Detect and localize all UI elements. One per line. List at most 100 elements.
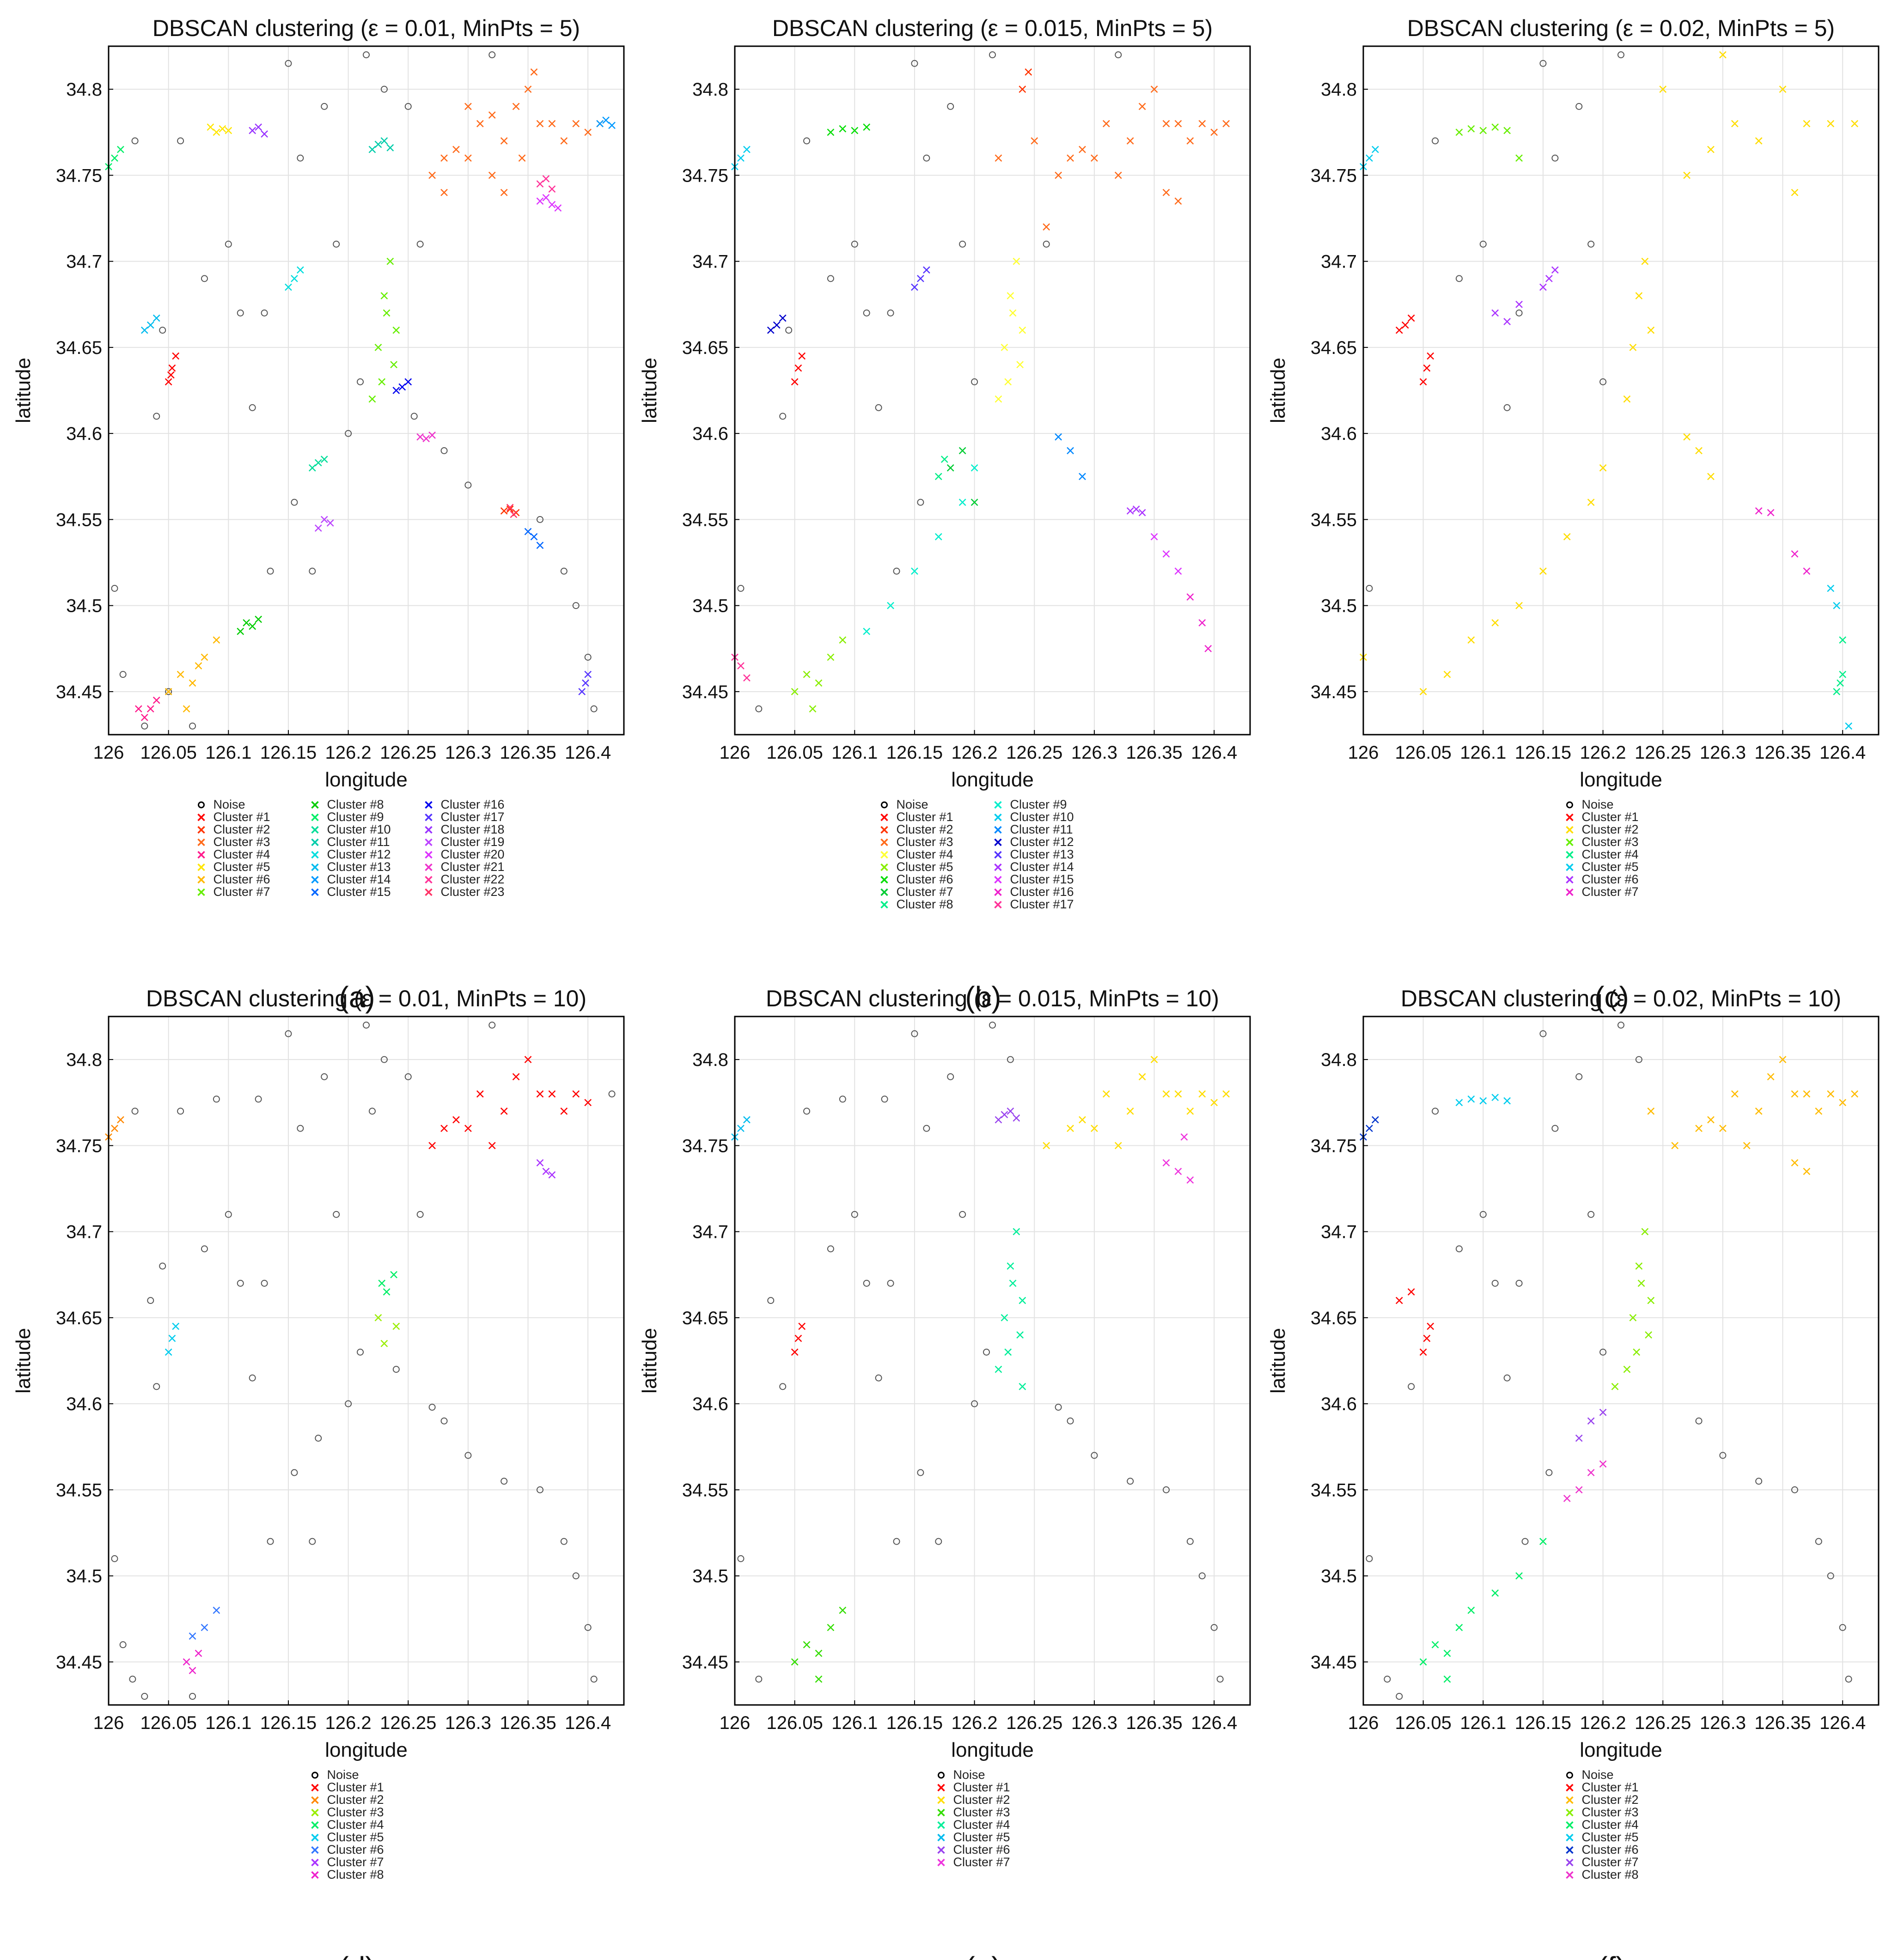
cluster-point <box>1174 1168 1182 1175</box>
noise-point <box>1455 275 1463 282</box>
cluster-point <box>1126 137 1134 145</box>
legend-noise-icon <box>1566 1771 1573 1779</box>
cluster-point <box>1455 1099 1463 1107</box>
chart-panel-4: DBSCAN clustering (ε = 0.01, MinPts = 10… <box>12 986 625 1960</box>
y-tick-label: 34.5 <box>1321 1566 1357 1587</box>
cluster-point <box>1491 1589 1499 1597</box>
cluster-point <box>536 197 544 205</box>
noise-point <box>297 1125 304 1132</box>
cluster-point <box>380 1339 388 1347</box>
noise-point <box>1551 154 1559 162</box>
legend-cluster-icon <box>880 888 888 896</box>
legend-cluster-icon <box>937 1833 945 1842</box>
cluster-point <box>500 1107 508 1115</box>
cluster-point <box>995 1365 1002 1373</box>
cluster-point <box>111 1125 118 1132</box>
legend-cluster-icon <box>937 1808 945 1817</box>
legend-cluster-icon <box>994 888 1002 896</box>
noise-point <box>1791 1486 1798 1493</box>
noise-point <box>923 1125 930 1132</box>
cluster-point <box>1001 1111 1008 1119</box>
noise-point <box>803 137 811 145</box>
cluster-point <box>1599 1408 1607 1416</box>
x-tick-label: 126.05 <box>766 743 823 763</box>
cluster-point <box>464 1125 472 1132</box>
cluster-point <box>1204 645 1212 652</box>
cluster-point <box>809 705 817 713</box>
cluster-point <box>440 189 448 196</box>
cluster-point <box>314 459 322 467</box>
legend-label: Cluster #7 <box>1582 1855 1639 1869</box>
x-tick-label: 126.25 <box>1006 1713 1062 1733</box>
noise-point <box>1091 1452 1098 1459</box>
chart-title: DBSCAN clustering (ε = 0.02, MinPts = 10… <box>1401 986 1841 1011</box>
cluster-point <box>195 662 202 670</box>
noise-point <box>1539 60 1547 67</box>
legend-label: Cluster #20 <box>441 847 505 861</box>
cluster-point <box>1198 619 1206 627</box>
y-tick-label: 34.55 <box>56 510 102 530</box>
x-tick-label: 126.2 <box>325 1713 372 1733</box>
cluster-point <box>165 378 172 386</box>
legend-cluster-icon <box>994 838 1002 846</box>
legend-label: Noise <box>953 1768 985 1782</box>
noise-point <box>827 275 834 282</box>
cluster-point <box>1545 274 1553 282</box>
noise-point <box>851 1211 858 1218</box>
cluster-point <box>803 1641 811 1649</box>
cluster-point <box>440 1125 448 1132</box>
cluster-point <box>1587 1417 1595 1425</box>
cluster-point <box>1707 146 1715 153</box>
legend-label: Cluster #6 <box>1582 872 1639 886</box>
noise-point <box>285 1030 292 1037</box>
legend-label: Cluster #4 <box>1582 1818 1639 1832</box>
legend-cluster-icon <box>197 813 205 822</box>
cluster-point <box>1755 1107 1763 1115</box>
noise-point <box>119 671 127 678</box>
noise-point <box>887 1279 894 1287</box>
noise-point <box>923 154 930 162</box>
noise-point <box>363 51 370 59</box>
legend-cluster-icon <box>311 1846 319 1854</box>
cluster-point <box>380 292 388 300</box>
cluster-point <box>1707 473 1715 481</box>
legend-noise-icon <box>1566 801 1573 809</box>
legend-label: Cluster #2 <box>953 1793 1010 1807</box>
legend-label: Cluster #14 <box>327 872 391 886</box>
x-tick-label: 126.1 <box>205 1713 251 1733</box>
y-tick-label: 34.5 <box>692 1566 728 1587</box>
noise-point <box>345 1400 352 1407</box>
legend-label: Cluster #4 <box>1582 847 1639 861</box>
cluster-point <box>386 257 394 265</box>
cluster-point <box>320 516 328 523</box>
cluster-point <box>1455 128 1463 136</box>
noise-point <box>947 103 954 110</box>
cluster-point <box>1803 1090 1811 1098</box>
noise-point <box>1216 1675 1224 1683</box>
chart-panel-6: DBSCAN clustering (ε = 0.02, MinPts = 10… <box>1267 986 1880 1960</box>
cluster-point <box>140 326 148 334</box>
cluster-point <box>1791 550 1799 558</box>
legend-cluster-icon <box>994 901 1002 909</box>
legend-label: Cluster #16 <box>441 797 505 811</box>
legend-label: Cluster #7 <box>1582 885 1639 899</box>
noise-point <box>536 516 543 523</box>
y-tick-label: 34.8 <box>692 1050 728 1070</box>
cluster-point <box>1091 1125 1098 1132</box>
legend-cluster-icon <box>425 851 433 859</box>
noise-point <box>416 240 424 248</box>
legend-label: Cluster #3 <box>953 1805 1010 1819</box>
cluster-point <box>1683 171 1691 179</box>
cluster-point <box>794 364 802 372</box>
x-tick-label: 126.15 <box>1515 1713 1571 1733</box>
noise-point <box>410 413 418 420</box>
cluster-point <box>1067 154 1074 162</box>
noise-point <box>755 705 763 712</box>
noise-point <box>1503 404 1511 411</box>
cluster-point <box>1587 1469 1595 1477</box>
cluster-point <box>398 383 406 391</box>
legend-noise-icon <box>938 1771 945 1779</box>
cluster-point <box>1731 1090 1739 1098</box>
cluster-point <box>1587 499 1595 506</box>
cluster-point <box>1031 137 1038 145</box>
